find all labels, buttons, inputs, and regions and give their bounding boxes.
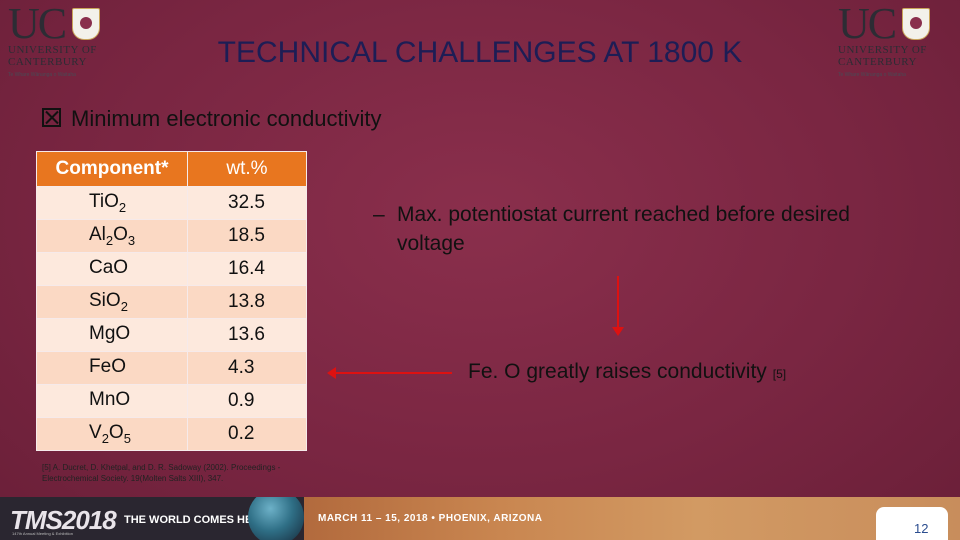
crest-icon [902, 8, 930, 40]
globe-icon [248, 497, 304, 540]
tms-logo: TMS2018 [10, 505, 117, 535]
component-cell: MnO [36, 384, 188, 418]
logo-tagline: Te Whare Wānanga o Waitaha [838, 72, 906, 78]
bullet-text: Minimum electronic conductivity [71, 106, 382, 131]
wt-percent-cell: 16.4 [187, 252, 307, 286]
feo-reference: [5] [772, 367, 787, 381]
table-row: FeO 4.3 [36, 351, 307, 385]
page-number-box [876, 507, 948, 540]
feo-text: Fe. O greatly raises conductivity [468, 360, 767, 383]
header-wt-percent: wt.% [187, 151, 307, 187]
feo-statement: Fe. O greatly raises conductivity [5] [468, 360, 786, 384]
footer-stone-texture [304, 497, 960, 540]
page-number: 12 [914, 521, 929, 536]
wt-percent-cell: 13.8 [187, 285, 307, 319]
component-cell: Al2O3 [36, 219, 188, 253]
citation: [5] A. Ducret, D. Khetpal, and D. R. Sad… [42, 463, 281, 483]
bullet-point: Minimum electronic conductivity [42, 106, 382, 132]
logo-university-name: UNIVERSITY OF CANTERBURY [838, 44, 927, 68]
dash-point: – Max. potentiostat current reached befo… [373, 200, 873, 258]
header-component: Component* [36, 151, 188, 187]
tms-subtitle: 147th Annual Meeting & Exhibition [12, 531, 73, 536]
dash-point-text: Max. potentiostat current reached before… [397, 203, 850, 255]
x-box-icon [42, 108, 61, 127]
composition-table: Component* wt.% TiO2 32.5 Al2O3 18.5 CaO 16.4… [36, 151, 307, 451]
down-arrow-icon [612, 276, 624, 336]
component-cell: TiO2 [36, 186, 188, 220]
wt-percent-cell: 13.6 [187, 318, 307, 352]
table-row: MgO 13.6 [36, 318, 307, 352]
footer-slogan: THE WORLD COMES HERE. [124, 514, 271, 526]
component-cell: CaO [36, 252, 188, 286]
crest-icon [72, 8, 100, 40]
table-row: MnO 0.9 [36, 384, 307, 418]
footer-dates: MARCH 11 – 15, 2018 • PHOENIX, ARIZONA [318, 513, 543, 524]
logo-uc-text: UC [838, 0, 897, 48]
logo-university-name: UNIVERSITY OF CANTERBURY [8, 44, 97, 68]
logo-tagline: Te Whare Wānanga o Waitaha [8, 72, 76, 78]
footer-banner: TMS2018 147th Annual Meeting & Exhibitio… [0, 497, 960, 540]
uc-logo-left: UC UNIVERSITY OF CANTERBURY Te Whare Wān… [6, 0, 118, 80]
wt-percent-cell: 32.5 [187, 186, 307, 220]
component-cell: MgO [36, 318, 188, 352]
component-cell: SiO2 [36, 285, 188, 319]
component-cell: V2O5 [36, 417, 188, 451]
wt-percent-cell: 0.2 [187, 417, 307, 451]
component-cell: FeO [36, 351, 188, 385]
table-row: TiO2 32.5 [36, 186, 307, 220]
wt-percent-cell: 0.9 [187, 384, 307, 418]
table-row: V2O5 0.2 [36, 417, 307, 451]
table-row: Al2O3 18.5 [36, 219, 307, 253]
slide-title: TECHNICAL CHALLENGES AT 1800 K [217, 36, 743, 69]
table-row: CaO 16.4 [36, 252, 307, 286]
dash-marker: – [373, 203, 385, 226]
left-arrow-icon [327, 367, 452, 379]
logo-uc-text: UC [8, 0, 67, 48]
wt-percent-cell: 18.5 [187, 219, 307, 253]
uc-logo-right: UC UNIVERSITY OF CANTERBURY Te Whare Wān… [836, 0, 948, 80]
table-row: SiO2 13.8 [36, 285, 307, 319]
wt-percent-cell: 4.3 [187, 351, 307, 385]
table-header-row: Component* wt.% [36, 151, 307, 187]
